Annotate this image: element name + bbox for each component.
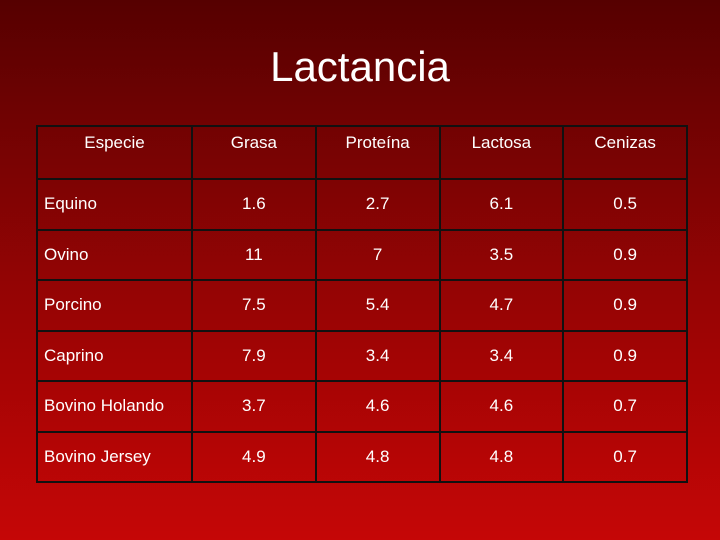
lactosa-cell: 4.6: [438, 380, 565, 433]
proteina-cell: 4.6: [314, 380, 441, 433]
header-grasa: Grasa: [191, 125, 317, 180]
cenizas-cell: 0.9: [562, 228, 688, 281]
grasa-cell: 4.9: [191, 430, 317, 483]
header-especie: Especie: [36, 125, 193, 180]
table-header-row: Especie Grasa Proteína Lactosa Cenizas: [36, 125, 688, 180]
proteina-cell: 7: [314, 228, 441, 281]
species-cell: Bovino Jersey: [36, 430, 193, 483]
grasa-cell: 7.5: [191, 279, 317, 332]
species-cell: Bovino Holando: [36, 380, 193, 433]
species-cell: Porcino: [36, 279, 193, 332]
table-row: Bovino Holando 3.7 4.6 4.6 0.7: [36, 380, 688, 433]
lactosa-cell: 6.1: [438, 178, 565, 231]
grasa-cell: 1.6: [191, 178, 317, 231]
cenizas-cell: 0.7: [562, 380, 688, 433]
grasa-cell: 3.7: [191, 380, 317, 433]
cenizas-cell: 0.9: [562, 329, 688, 382]
proteina-cell: 5.4: [314, 279, 441, 332]
proteina-cell: 2.7: [314, 178, 441, 231]
grasa-cell: 11: [191, 228, 317, 281]
table-row: Ovino 11 7 3.5 0.9: [36, 228, 688, 281]
species-cell: Ovino: [36, 228, 193, 281]
species-cell: Equino: [36, 178, 193, 231]
table-row: Porcino 7.5 5.4 4.7 0.9: [36, 279, 688, 332]
header-proteina: Proteína: [314, 125, 441, 180]
grasa-cell: 7.9: [191, 329, 317, 382]
species-cell: Caprino: [36, 329, 193, 382]
lactosa-cell: 3.4: [438, 329, 565, 382]
cenizas-cell: 0.9: [562, 279, 688, 332]
cenizas-cell: 0.5: [562, 178, 688, 231]
proteina-cell: 4.8: [314, 430, 441, 483]
composition-table: Especie Grasa Proteína Lactosa Cenizas E…: [36, 125, 688, 483]
cenizas-cell: 0.7: [562, 430, 688, 483]
table-row: Caprino 7.9 3.4 3.4 0.9: [36, 329, 688, 382]
table-row: Equino 1.6 2.7 6.1 0.5: [36, 178, 688, 231]
header-cenizas: Cenizas: [562, 125, 688, 180]
lactosa-cell: 3.5: [438, 228, 565, 281]
proteina-cell: 3.4: [314, 329, 441, 382]
header-lactosa: Lactosa: [438, 125, 565, 180]
lactosa-cell: 4.8: [438, 430, 565, 483]
slide-title: Lactancia: [270, 43, 450, 90]
table-row: Bovino Jersey 4.9 4.8 4.8 0.7: [36, 430, 688, 483]
lactosa-cell: 4.7: [438, 279, 565, 332]
